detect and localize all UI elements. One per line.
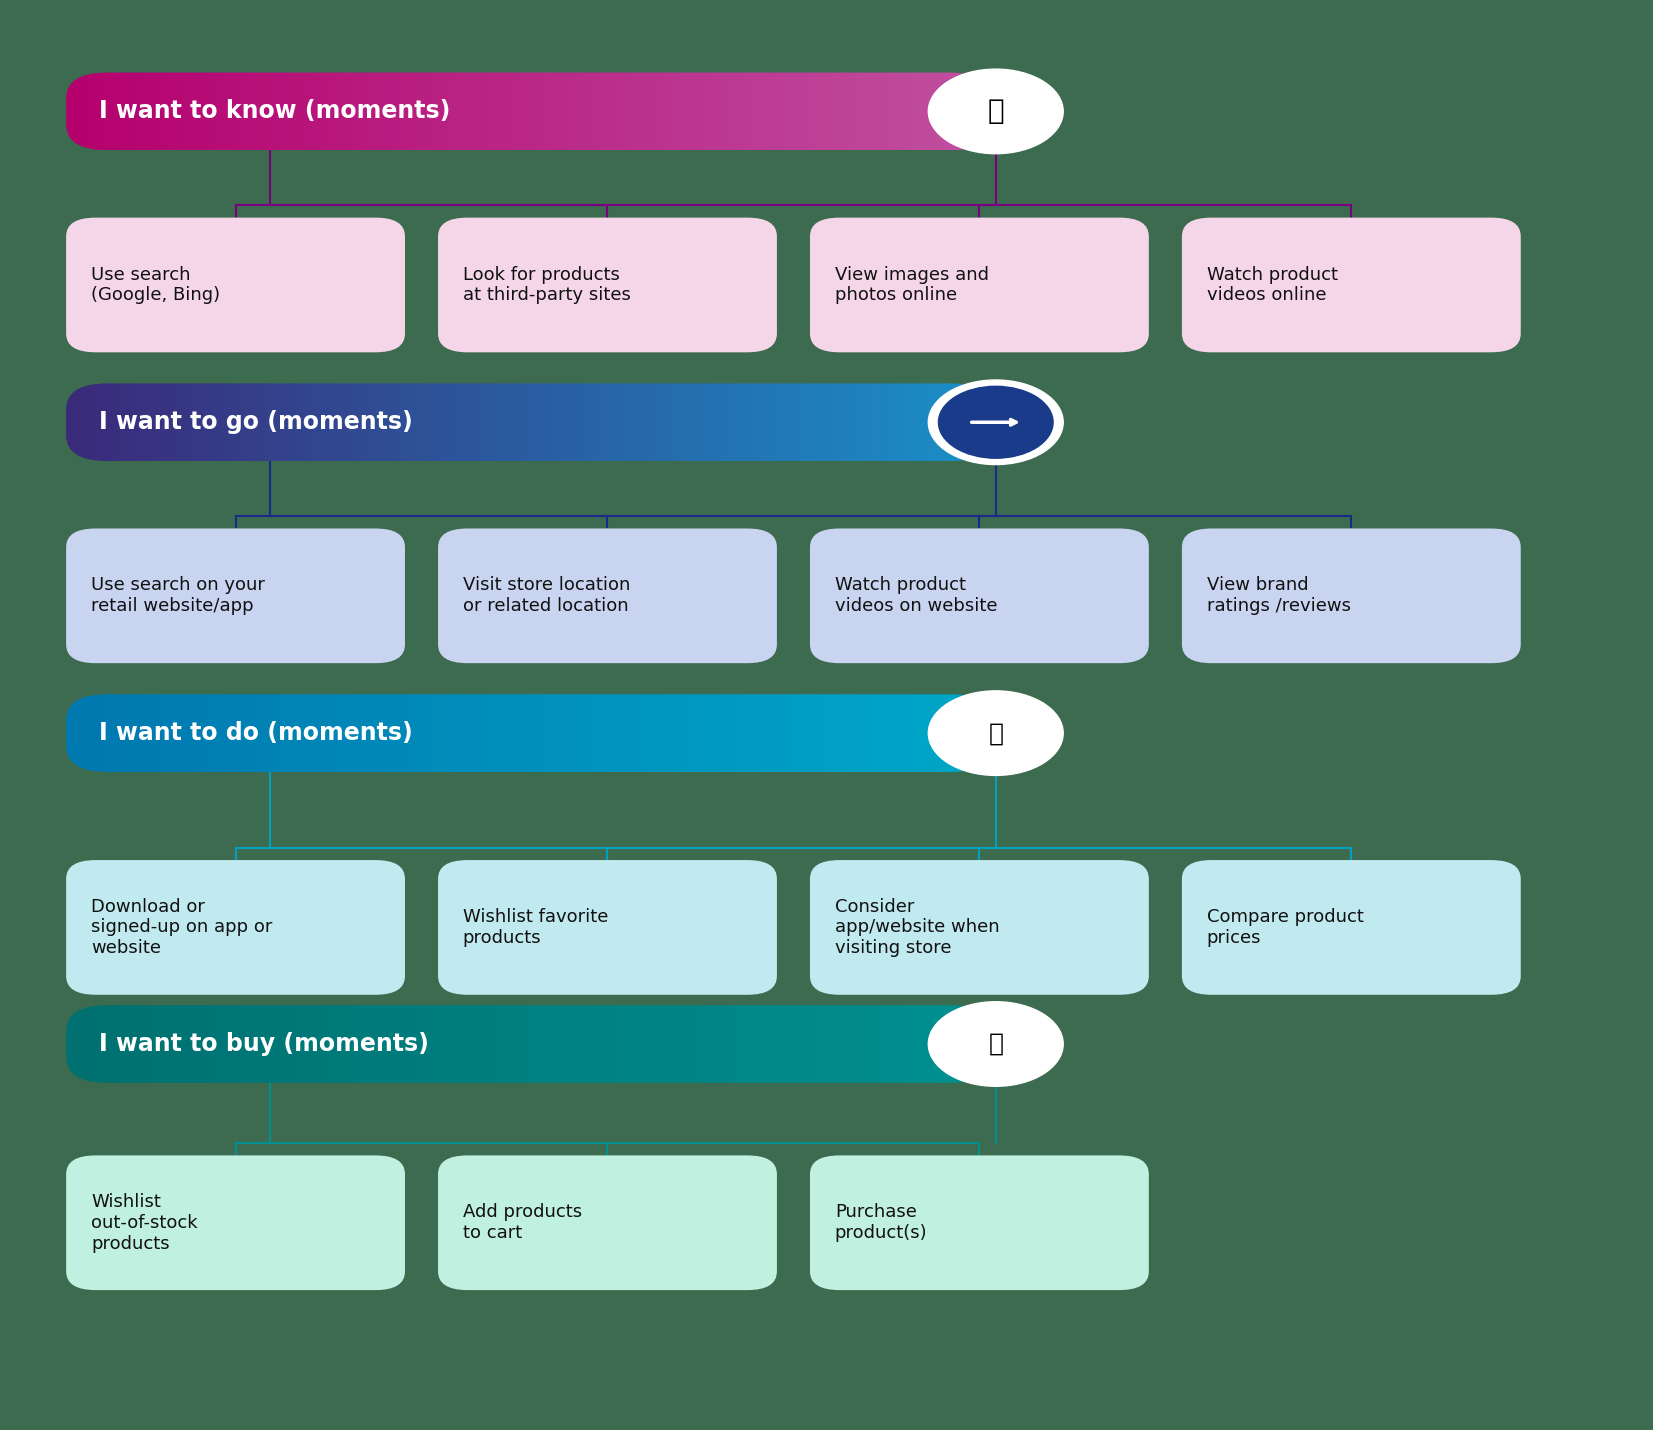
Text: Purchase
product(s): Purchase product(s) [835, 1204, 927, 1243]
FancyBboxPatch shape [66, 529, 405, 664]
FancyBboxPatch shape [438, 1155, 777, 1290]
FancyBboxPatch shape [1182, 859, 1521, 995]
Text: Download or
signed-up on app or
website: Download or signed-up on app or website [91, 898, 273, 957]
Text: View images and
photos online: View images and photos online [835, 266, 988, 305]
Circle shape [939, 386, 1053, 458]
Text: I want to know (moments): I want to know (moments) [99, 100, 451, 123]
Text: I want to buy (moments): I want to buy (moments) [99, 1032, 430, 1055]
Circle shape [929, 69, 1063, 153]
Text: Look for products
at third-party sites: Look for products at third-party sites [463, 266, 631, 305]
FancyBboxPatch shape [438, 217, 777, 352]
Text: Watch product
videos online: Watch product videos online [1207, 266, 1337, 305]
FancyBboxPatch shape [1182, 529, 1521, 664]
FancyBboxPatch shape [810, 859, 1149, 995]
Circle shape [929, 691, 1063, 775]
Circle shape [929, 380, 1063, 465]
FancyBboxPatch shape [66, 1155, 405, 1290]
Text: View brand
ratings /reviews: View brand ratings /reviews [1207, 576, 1351, 615]
Text: 🛒: 🛒 [988, 1032, 1003, 1055]
FancyBboxPatch shape [66, 217, 405, 352]
Text: Add products
to cart: Add products to cart [463, 1204, 582, 1243]
Text: I want to do (moments): I want to do (moments) [99, 721, 413, 745]
FancyBboxPatch shape [438, 859, 777, 995]
Text: Use search
(Google, Bing): Use search (Google, Bing) [91, 266, 220, 305]
FancyBboxPatch shape [810, 217, 1149, 352]
Text: Compare product
prices: Compare product prices [1207, 908, 1364, 947]
Text: Wishlist favorite
products: Wishlist favorite products [463, 908, 608, 947]
Text: Use search on your
retail website/app: Use search on your retail website/app [91, 576, 264, 615]
Text: I want to go (moments): I want to go (moments) [99, 410, 413, 435]
Text: 💡: 💡 [987, 97, 1003, 126]
FancyBboxPatch shape [810, 1155, 1149, 1290]
FancyBboxPatch shape [810, 529, 1149, 664]
FancyBboxPatch shape [66, 859, 405, 995]
Text: Visit store location
or related location: Visit store location or related location [463, 576, 630, 615]
FancyBboxPatch shape [1182, 217, 1521, 352]
Circle shape [929, 1002, 1063, 1087]
Text: Watch product
videos on website: Watch product videos on website [835, 576, 997, 615]
Text: Consider
app/website when
visiting store: Consider app/website when visiting store [835, 898, 1000, 957]
Text: 📋: 📋 [988, 721, 1003, 745]
Text: Wishlist
out-of-stock
products: Wishlist out-of-stock products [91, 1193, 198, 1253]
FancyBboxPatch shape [438, 529, 777, 664]
